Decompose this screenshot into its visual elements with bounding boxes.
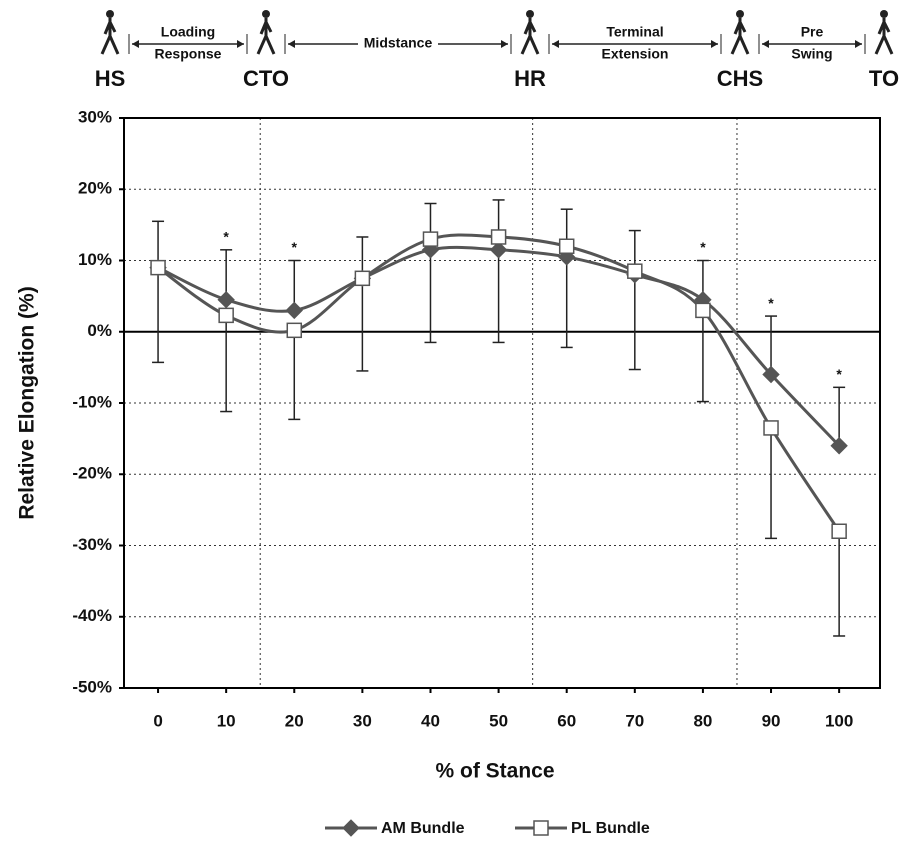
phase-label: Swing bbox=[791, 46, 832, 62]
gait-event: HS bbox=[95, 66, 126, 91]
gait-icon bbox=[520, 10, 540, 55]
x-tick-label: 40 bbox=[421, 711, 440, 730]
x-tick-label: 100 bbox=[825, 711, 853, 730]
legend-label: PL Bundle bbox=[571, 820, 650, 837]
error-bar bbox=[696, 310, 709, 403]
error-bar bbox=[833, 531, 846, 637]
x-tick-label: 30 bbox=[353, 711, 372, 730]
gait-icon bbox=[256, 10, 276, 55]
significance: * bbox=[768, 295, 774, 311]
phase-label: Terminal bbox=[606, 24, 663, 40]
marker bbox=[533, 820, 549, 836]
marker bbox=[286, 322, 303, 339]
significance: * bbox=[836, 366, 842, 382]
marker bbox=[762, 365, 780, 384]
significance: * bbox=[700, 239, 706, 255]
y-tick-label: -50% bbox=[72, 677, 112, 696]
marker bbox=[217, 290, 235, 309]
error-bar bbox=[765, 315, 778, 375]
marker bbox=[218, 307, 234, 324]
walker-body bbox=[100, 18, 120, 55]
y-axis-label: Relative Elongation (%) bbox=[16, 286, 39, 519]
walker-body bbox=[874, 18, 894, 55]
marker bbox=[695, 302, 711, 319]
marker bbox=[489, 241, 508, 259]
walker-body bbox=[520, 18, 540, 55]
gait-event: TO bbox=[869, 66, 899, 91]
phase-label: Response bbox=[155, 46, 222, 62]
phase-label: Midstance bbox=[364, 35, 433, 51]
marker bbox=[422, 231, 439, 247]
error-bar bbox=[152, 267, 165, 364]
walker-head bbox=[526, 10, 534, 18]
marker bbox=[342, 819, 360, 837]
gait-event: CHS bbox=[717, 66, 763, 91]
marker bbox=[490, 229, 507, 245]
x-tick-label: 60 bbox=[557, 711, 576, 730]
phase-label-bg bbox=[788, 46, 836, 64]
walker-body bbox=[256, 18, 276, 55]
walker-head bbox=[106, 10, 114, 18]
y-tick-label: 0% bbox=[87, 321, 112, 340]
x-tick-label: 80 bbox=[693, 711, 712, 730]
x-tick-label: 10 bbox=[217, 711, 236, 730]
legend-label: AM Bundle bbox=[381, 820, 465, 837]
phase-label: Loading bbox=[161, 24, 215, 40]
gait-icon bbox=[730, 10, 750, 55]
phase-label-bg bbox=[599, 24, 671, 42]
marker bbox=[150, 259, 166, 276]
x-tick-label: 90 bbox=[762, 711, 781, 730]
phase-label-bg bbox=[358, 35, 438, 53]
plot-frame bbox=[123, 117, 881, 689]
gait-event: HR bbox=[514, 66, 546, 91]
walker-body bbox=[730, 18, 750, 55]
significance: * bbox=[292, 239, 298, 255]
x-tick-label: 50 bbox=[489, 711, 508, 730]
marker bbox=[763, 420, 779, 436]
error-bar bbox=[288, 330, 301, 421]
legend-item: PL Bundle bbox=[515, 820, 650, 837]
y-tick-label: -20% bbox=[72, 464, 112, 483]
phase-label-bg bbox=[595, 46, 675, 64]
error-bar bbox=[356, 278, 369, 372]
y-tick-label: 10% bbox=[78, 250, 112, 269]
marker bbox=[354, 270, 371, 287]
y-tick-label: -40% bbox=[72, 606, 112, 625]
x-axis-label: % of Stance bbox=[435, 760, 554, 783]
error-bar bbox=[628, 271, 641, 371]
x-tick-label: 0 bbox=[153, 711, 162, 730]
y-tick-label: -10% bbox=[72, 392, 112, 411]
phase-label: Extension bbox=[602, 46, 669, 62]
walker-head bbox=[880, 10, 888, 18]
walker-head bbox=[262, 10, 270, 18]
error-bar bbox=[833, 386, 846, 446]
phase-label-bg bbox=[156, 24, 220, 42]
marker bbox=[831, 523, 847, 539]
legend-item: AM Bundle bbox=[325, 819, 465, 837]
x-tick-label: 20 bbox=[285, 711, 304, 730]
gait-event: CTO bbox=[243, 66, 289, 91]
marker bbox=[627, 263, 643, 279]
marker bbox=[558, 238, 575, 254]
marker bbox=[830, 437, 848, 455]
marker bbox=[285, 301, 303, 320]
error-bar bbox=[220, 315, 233, 413]
walker-head bbox=[736, 10, 744, 18]
gait-icon bbox=[100, 10, 120, 55]
phase-label-bg bbox=[796, 24, 828, 42]
y-tick-label: 30% bbox=[78, 107, 112, 126]
series-line bbox=[157, 233, 841, 533]
gait-icon bbox=[874, 10, 894, 55]
phase-label: Pre bbox=[801, 24, 824, 40]
y-tick-label: 20% bbox=[78, 179, 112, 198]
x-tick-label: 70 bbox=[625, 711, 644, 730]
significance: * bbox=[223, 229, 229, 245]
y-tick-label: -30% bbox=[72, 535, 112, 554]
error-bar bbox=[765, 427, 778, 540]
phase-label-bg bbox=[152, 46, 224, 64]
